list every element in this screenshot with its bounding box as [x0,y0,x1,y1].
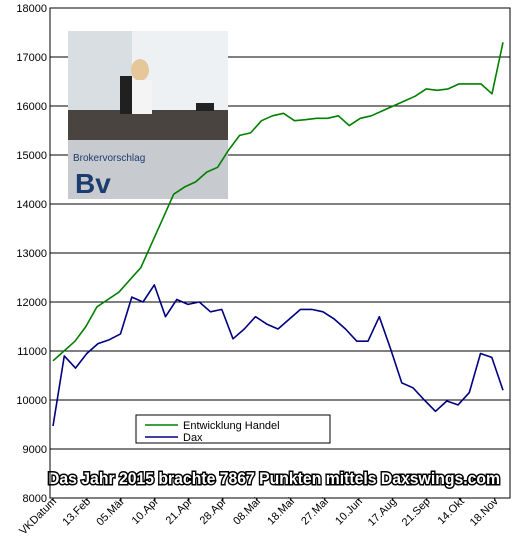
photo-chair [120,76,132,114]
series-layer [52,42,504,427]
y-tick-label: 9000 [23,444,47,456]
logo-caption: Brokervorschlag [73,153,145,164]
legend-label-dax: Dax [183,432,203,444]
y-tick-label: 14000 [16,199,47,211]
photo-desk [68,110,228,140]
y-tick-label: 10000 [16,395,47,407]
y-tick-label: 18000 [16,3,47,15]
y-tick-label: 16000 [16,101,47,113]
y-tick-label: 13000 [16,248,47,260]
series-line-entwicklung [52,42,504,362]
y-tick-label: 15000 [16,150,47,162]
y-tick-label: 8000 [23,493,47,505]
y-tick-label: 12000 [16,297,47,309]
legend-label-entwicklung: Entwicklung Handel [183,420,280,432]
logo-letters: Bv [75,168,111,199]
y-axis-ticks: 8000 9000 10000 11000 12000 13000 14000 15000 16… [16,3,47,505]
legend: Entwicklung Handel Dax [135,414,331,444]
y-tick-label: 17000 [16,52,47,64]
headline-annotation: Das Jahr 2015 brachte 7867 Punkten mitte… [48,469,500,488]
broker-photo: Brokervorschlag Bv [68,31,228,199]
photo-person-head [131,59,149,81]
plot-border [49,7,511,499]
y-tick-label: 11000 [17,346,47,358]
photo-phone [196,103,214,111]
photo-floor [68,140,228,199]
series-line-dax [52,284,504,427]
legend-box [135,414,331,444]
